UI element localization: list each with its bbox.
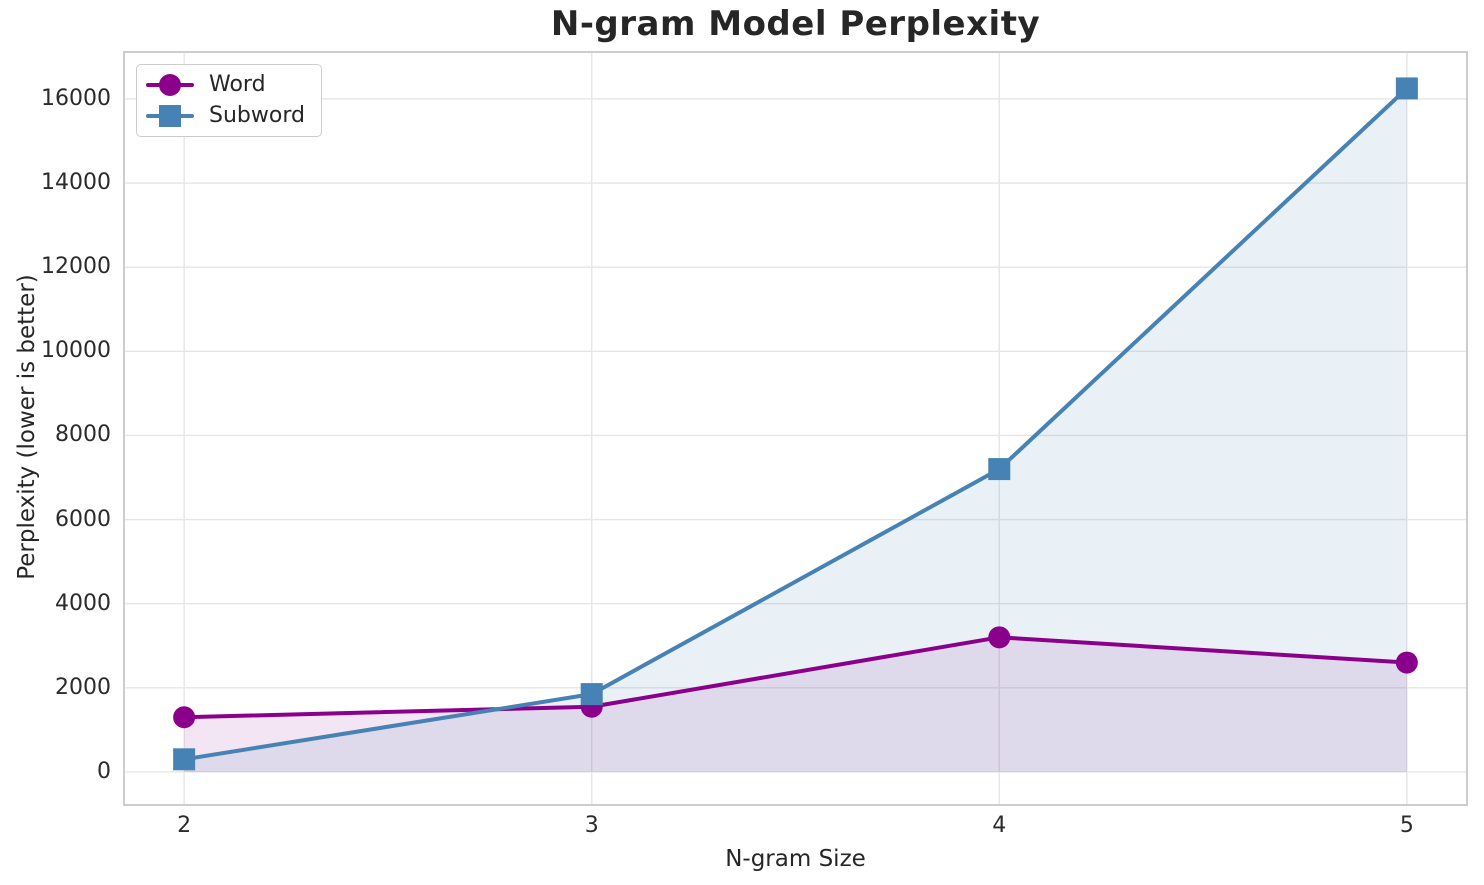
legend: Word Subword xyxy=(136,64,322,137)
area-fill-subword xyxy=(184,88,1407,772)
y-tick-label-0: 0 xyxy=(97,758,111,784)
y-axis-label: Perplexity (lower is better) xyxy=(14,274,40,580)
chart-title: N-gram Model Perplexity xyxy=(550,4,1041,44)
data-point-word-5 xyxy=(1395,651,1418,674)
y-tick-label-4000: 4000 xyxy=(55,590,111,616)
data-point-subword-3 xyxy=(580,683,603,706)
data-point-subword-2 xyxy=(173,748,196,771)
x-tick-label-4: 4 xyxy=(992,813,1007,838)
legend-square-marker-icon xyxy=(146,105,194,127)
area-fill-word xyxy=(184,637,1407,772)
plot-area xyxy=(123,51,1468,806)
legend-circle-marker-icon xyxy=(146,74,194,96)
y-tick-label-2000: 2000 xyxy=(55,674,111,700)
data-point-word-2 xyxy=(173,706,196,729)
legend-label-subword: Subword xyxy=(209,103,305,128)
x-tick-label-3: 3 xyxy=(584,813,599,838)
x-axis-label: N-gram Size xyxy=(725,846,866,872)
line-subword xyxy=(182,86,1409,762)
legend-label-word: Word xyxy=(209,72,266,97)
legend-item-subword: Subword xyxy=(146,102,305,130)
data-point-subword-5 xyxy=(1395,77,1418,100)
x-tick-label-5: 5 xyxy=(1399,813,1414,838)
data-point-subword-4 xyxy=(988,458,1011,481)
plot-border xyxy=(123,51,1468,806)
data-point-word-4 xyxy=(988,626,1011,649)
x-tick-label-2: 2 xyxy=(177,813,192,838)
legend-item-word: Word xyxy=(146,71,305,99)
line-word xyxy=(182,635,1409,720)
y-tick-label-14000: 14000 xyxy=(41,170,111,196)
y-tick-label-16000: 16000 xyxy=(41,85,111,111)
